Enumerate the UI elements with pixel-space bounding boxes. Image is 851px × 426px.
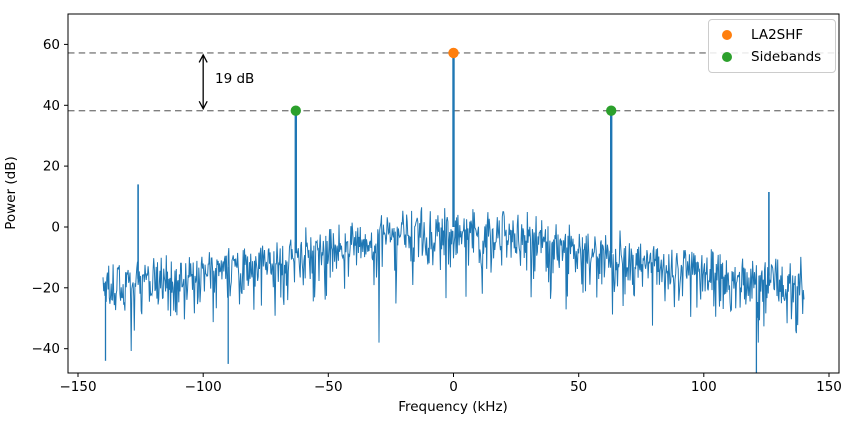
- delta-arrow-head-down: [198, 100, 208, 111]
- x-axis-label: Frequency (kHz): [398, 399, 508, 415]
- legend-label-sidebands: Sidebands: [751, 49, 822, 65]
- spectrum-trace: [102, 207, 805, 352]
- y-tick-label: 40: [43, 98, 60, 114]
- y-tick-label: −40: [32, 341, 61, 357]
- x-tick-label: −150: [59, 379, 96, 395]
- sideband-marker-2: [606, 105, 617, 116]
- la2shf-marker-icon: [722, 30, 732, 40]
- y-tick-label: 20: [43, 159, 60, 175]
- sideband-marker-1: [290, 105, 301, 116]
- y-tick-label: −20: [32, 280, 61, 296]
- delta-arrow: [198, 53, 208, 111]
- spectrum-series: [102, 52, 805, 373]
- y-tick-label: 60: [43, 37, 60, 53]
- x-tick-label: −100: [185, 379, 222, 395]
- x-tick-label: 100: [691, 379, 717, 395]
- delta-arrow-head-up: [198, 53, 208, 63]
- legend-item-sidebands: Sidebands: [722, 46, 827, 68]
- axes-ticks: −150 −100 −50 0 50 100 150 60 40 20 0 −20 −40: [32, 37, 842, 395]
- x-tick-label: −50: [314, 379, 343, 395]
- sidebands-marker-icon: [722, 52, 732, 62]
- legend-item-la2shf: LA2SHF: [722, 24, 827, 46]
- x-tick-label: 150: [816, 379, 842, 395]
- peak-markers: [290, 47, 617, 116]
- y-tick-label: 0: [51, 220, 60, 236]
- legend: LA2SHF Sidebands: [708, 19, 836, 73]
- y-axis-label: Power (dB): [3, 156, 19, 229]
- carrier-marker: [448, 47, 459, 59]
- x-tick-label: 50: [570, 379, 587, 395]
- legend-label-la2shf: LA2SHF: [751, 27, 804, 43]
- delta-annotation-label: 19 dB: [215, 71, 254, 87]
- x-tick-label: 0: [449, 379, 458, 395]
